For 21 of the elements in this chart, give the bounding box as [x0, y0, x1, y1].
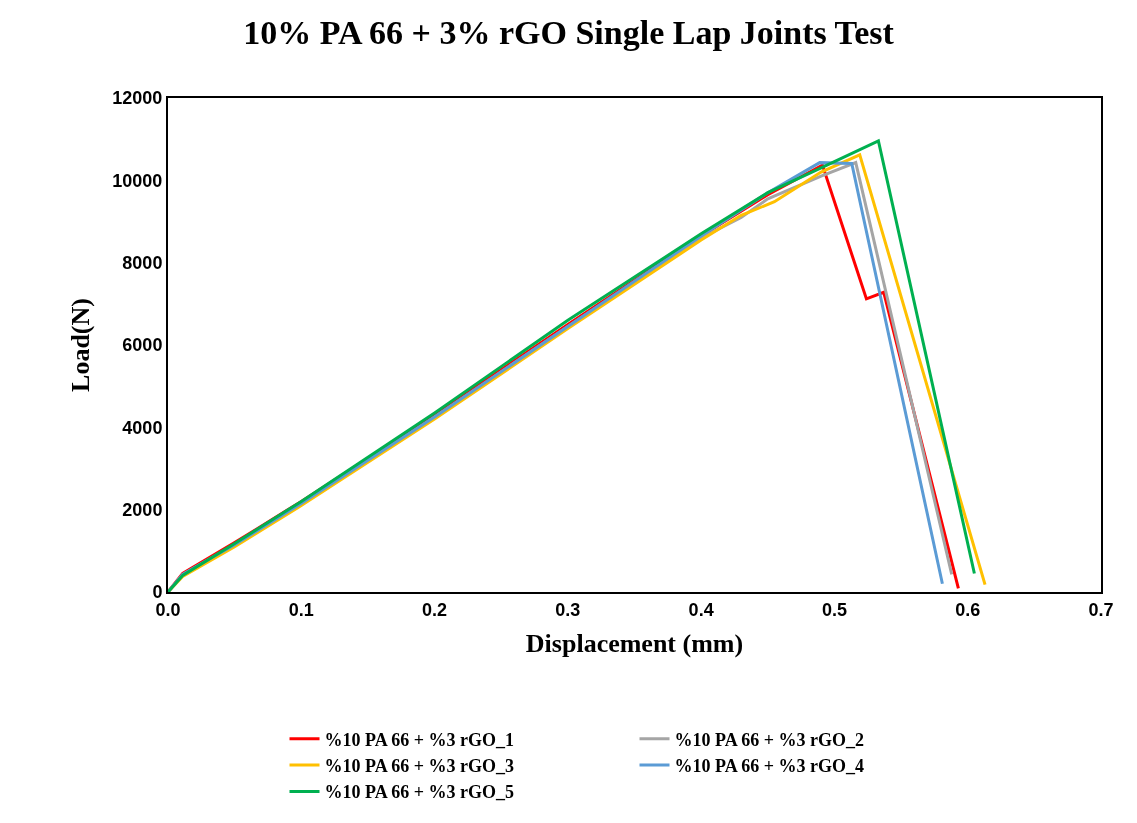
- x-tick-label: 0.3: [555, 599, 581, 620]
- x-tick-label: 0.2: [422, 599, 448, 620]
- x-tick-label: 0.1: [288, 599, 314, 620]
- y-tick-label: 2000: [122, 499, 163, 520]
- y-tick-label: 4000: [122, 417, 163, 438]
- x-tick-label: 0.4: [688, 599, 714, 620]
- legend-label: %10 PA 66 + %3 rGO_4: [674, 756, 864, 777]
- legend-label: %10 PA 66 + %3 rGO_1: [324, 729, 514, 750]
- y-tick-label: 6000: [122, 335, 163, 356]
- y-axis-title: Load(N): [66, 298, 96, 392]
- x-tick-label: 0.6: [955, 599, 981, 620]
- chart-title: 10% PA 66 + 3% rGO Single Lap Joints Test: [243, 14, 895, 52]
- x-axis-title: Displacement (mm): [525, 628, 744, 658]
- x-tick-label: 0.5: [821, 599, 847, 620]
- legend-label: %10 PA 66 + %3 rGO_5: [324, 782, 514, 803]
- y-tick-label: 12000: [112, 88, 163, 109]
- x-tick-label: 0.7: [1088, 599, 1114, 620]
- legend-label: %10 PA 66 + %3 rGO_2: [674, 729, 864, 750]
- y-tick-label: 8000: [122, 252, 163, 273]
- y-tick-label: 10000: [112, 170, 163, 191]
- legend-label: %10 PA 66 + %3 rGO_3: [324, 756, 514, 777]
